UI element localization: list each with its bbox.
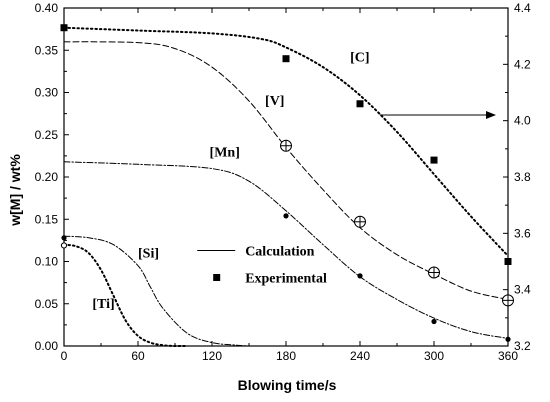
data-point-v — [502, 294, 514, 307]
x-tick-label: 300 — [424, 349, 444, 363]
data-point-mn — [357, 273, 363, 279]
y-left-tick-label: 0.20 — [35, 170, 59, 184]
series-label-v: [V] — [265, 94, 284, 109]
series-label-si: [Si] — [138, 246, 159, 261]
series-line-mn — [63, 161, 509, 339]
y-right-tick-label: 4.2 — [514, 57, 531, 71]
x-tick-label: 180 — [276, 349, 296, 363]
y-axis-title-left: w[M] / wt% — [7, 154, 23, 227]
series-line-c — [63, 26, 509, 257]
y-left-tick-label: 0.15 — [35, 212, 59, 226]
series-label-c: [C] — [350, 51, 369, 66]
y-left-tick-label: 0.30 — [35, 86, 59, 100]
x-tick-label: 360 — [498, 349, 518, 363]
series-labels: [C] [V] [Mn] [Si] [Ti] — [92, 51, 369, 312]
y-right-tick-label: 3.8 — [514, 170, 531, 184]
data-point-c — [60, 24, 68, 32]
y-right-tick-label: 3.2 — [514, 339, 531, 353]
series-line-si — [63, 235, 250, 347]
x-axis-ticks: 0 60 120 180 240 300 360 — [61, 8, 518, 363]
series-label-mn: [Mn] — [210, 146, 240, 161]
y-left-tick-label: 0.05 — [35, 297, 59, 311]
x-tick-label: 120 — [202, 349, 222, 363]
annotations — [380, 111, 496, 120]
legend: Calculation Experimental — [197, 245, 327, 287]
y-right-axis-ticks: 3.2 3.4 3.6 3.8 4.0 4.2 4.4 — [503, 1, 531, 353]
data-point-c — [430, 156, 438, 164]
y-left-tick-label: 0.25 — [35, 128, 59, 142]
y-right-tick-label: 4.4 — [514, 1, 531, 15]
axis-arrow-head — [486, 111, 496, 120]
y-left-tick-label: 0.00 — [35, 339, 59, 353]
y-right-tick-label: 3.6 — [514, 226, 531, 240]
data-point-si — [61, 235, 67, 241]
series-line-ti — [63, 243, 189, 348]
series-label-ti: [Ti] — [92, 297, 114, 312]
y-right-tick-label: 4.0 — [514, 114, 531, 128]
data-point-mn — [505, 336, 511, 342]
series-lines — [63, 26, 509, 348]
data-point-v — [280, 139, 292, 152]
data-point-ti — [60, 242, 68, 249]
y-right-tick-label: 3.4 — [514, 283, 531, 297]
legend-label: Experimental — [245, 272, 327, 287]
data-point-c — [356, 100, 364, 108]
x-tick-label: 60 — [131, 349, 145, 363]
data-point-c — [282, 55, 290, 63]
x-axis-title: Blowing time/s — [238, 377, 337, 393]
series-markers — [60, 24, 514, 342]
y-left-tick-label: 0.35 — [35, 43, 59, 57]
y-left-tick-label: 0.10 — [35, 255, 59, 269]
data-point-v — [354, 215, 366, 228]
x-tick-label: 0 — [61, 349, 68, 363]
x-tick-label: 240 — [350, 349, 370, 363]
legend-square-symbol — [213, 274, 221, 282]
y-left-tick-label: 0.40 — [35, 1, 59, 15]
legend-label: Calculation — [245, 245, 314, 260]
data-point-mn — [283, 213, 289, 219]
data-point-v — [428, 266, 440, 279]
data-point-c — [504, 258, 512, 265]
data-point-mn — [431, 318, 437, 325]
series-line-v — [63, 41, 509, 300]
y-left-axis-ticks: 0.00 0.05 0.10 0.15 0.20 0.25 0.30 0.35 0.40 — [35, 1, 69, 353]
